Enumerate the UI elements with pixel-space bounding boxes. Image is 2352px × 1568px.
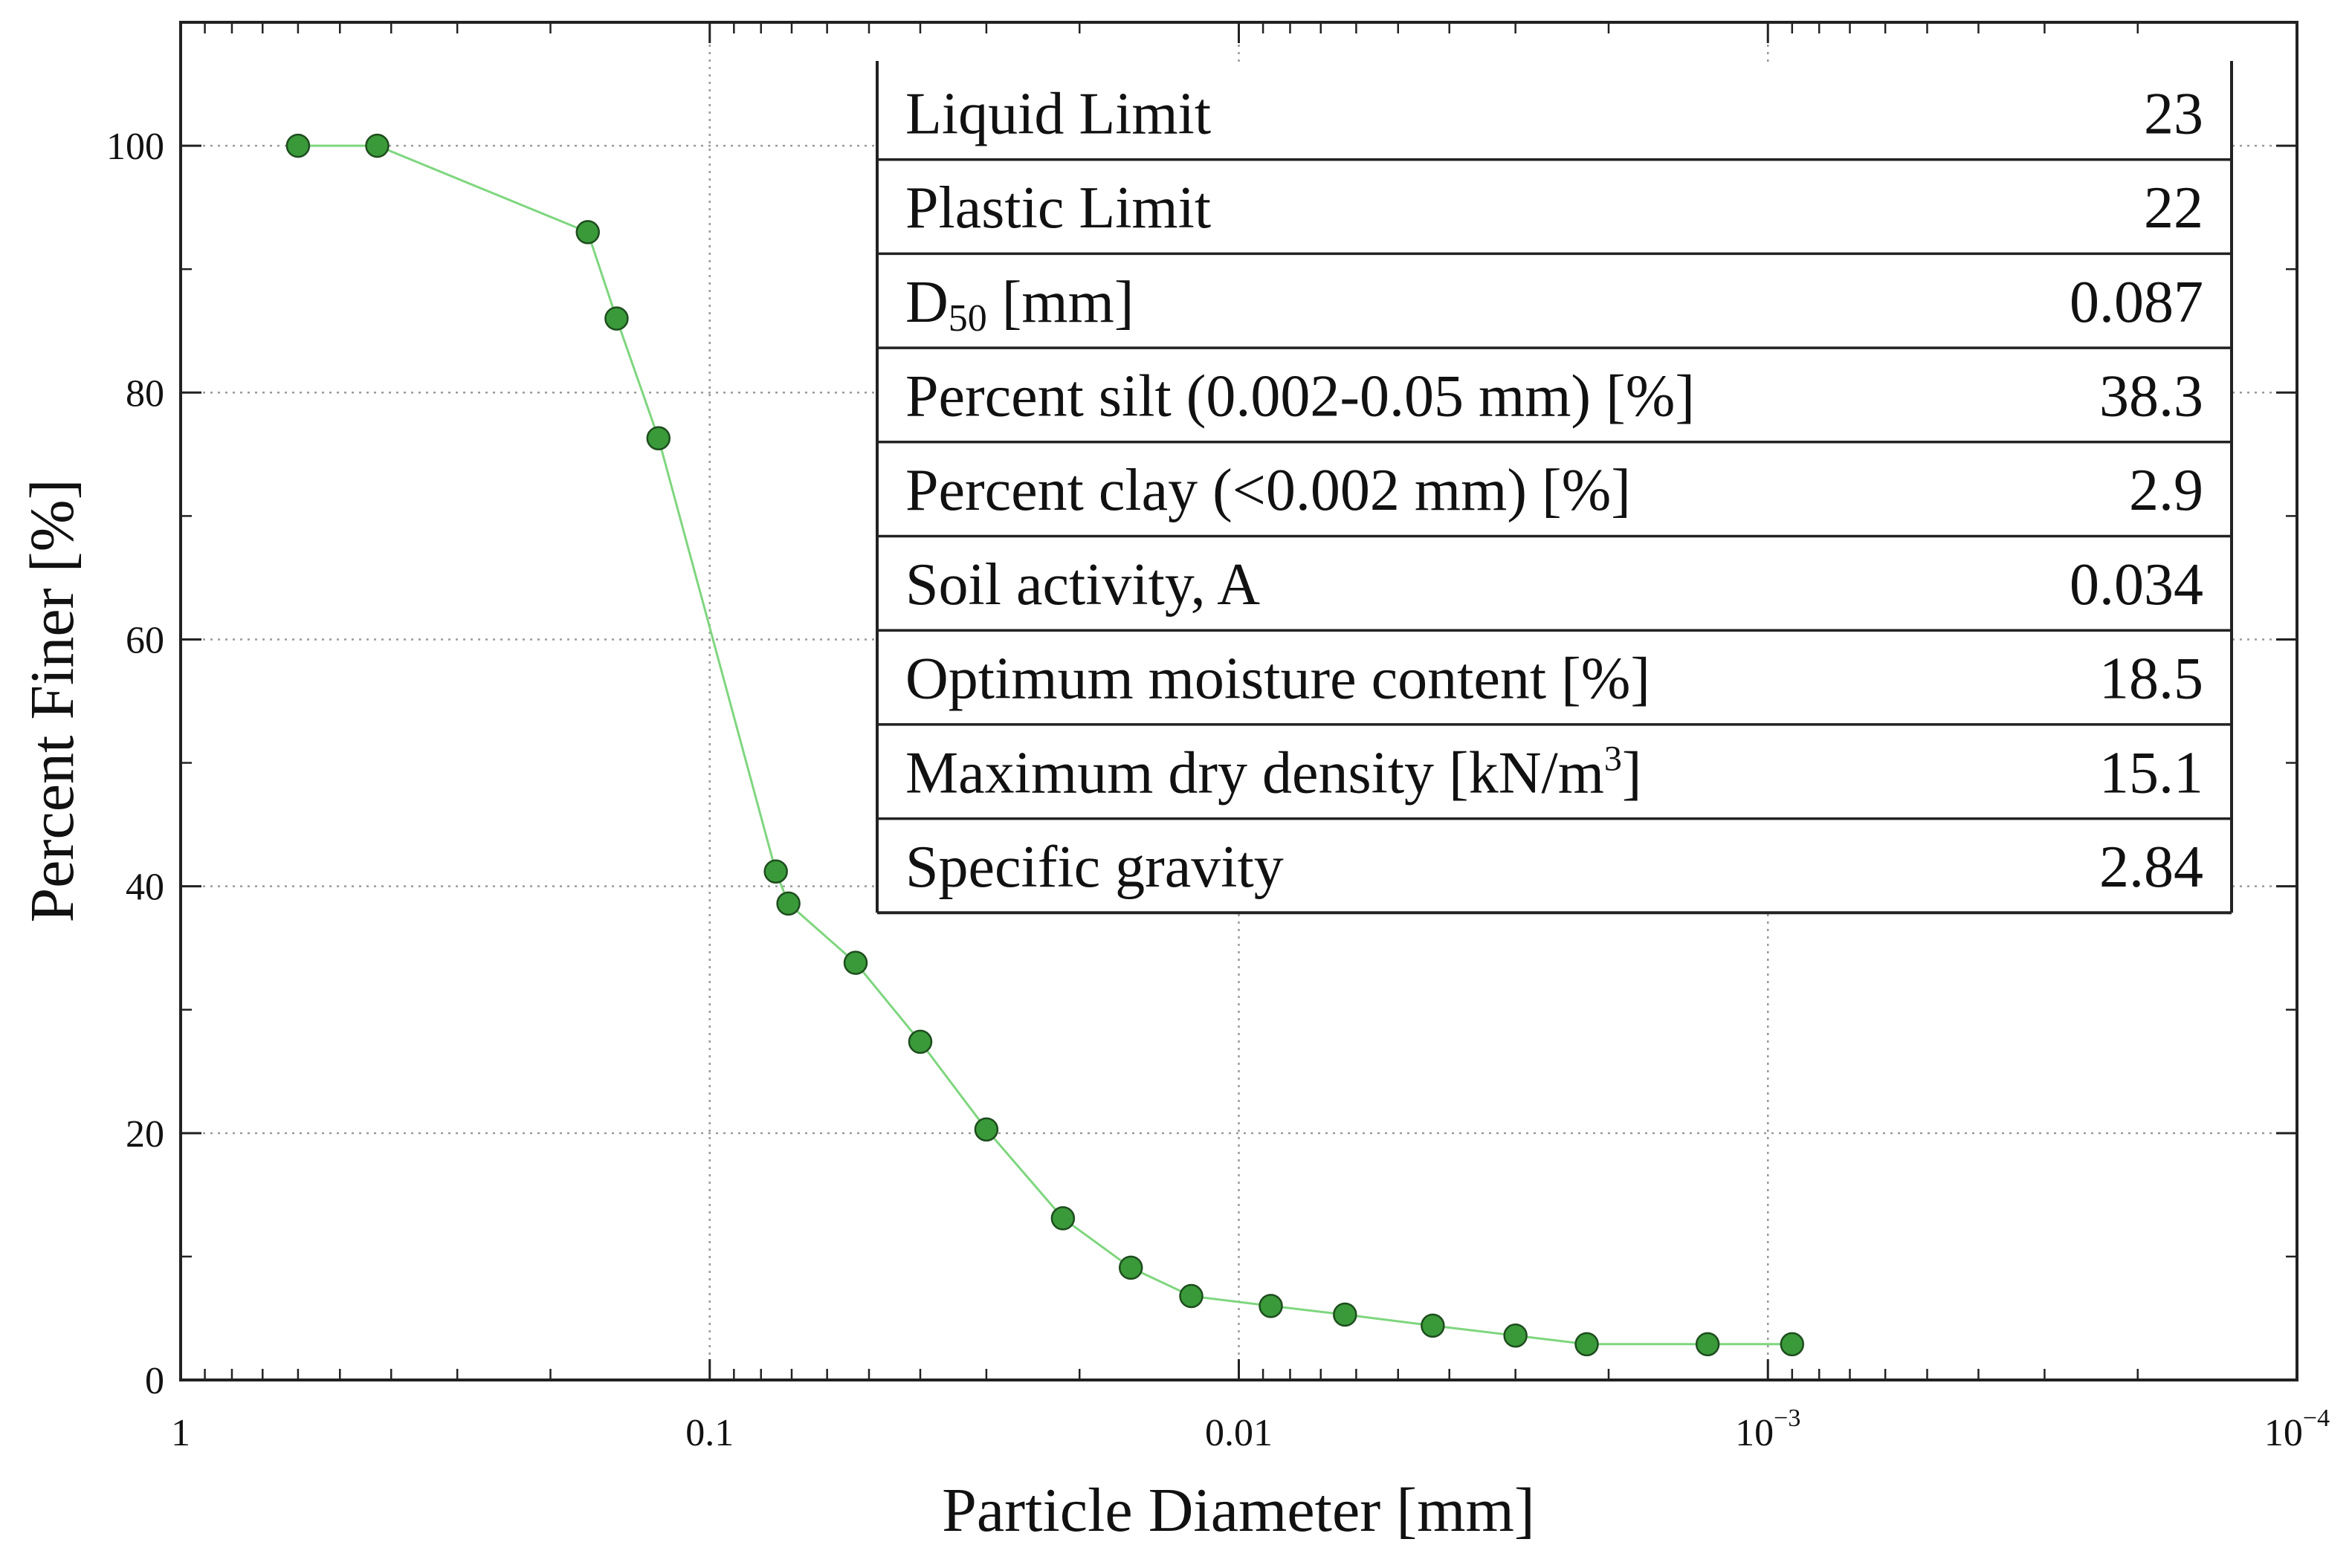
x-tick-label: 10−4 [2264,1405,2330,1454]
table-row-label: Percent clay (<0.002 mm) [%] [905,458,1631,523]
table-row-value: 23 [2144,81,2203,146]
table-row-label: Plastic Limit [905,175,1211,241]
table-row-value: 22 [2144,175,2203,241]
axis-ticks [179,22,2298,1381]
data-point [1503,1323,1528,1348]
table-row-value: 38.3 [2099,363,2203,429]
data-point [1259,1294,1283,1318]
table-label-superscript: 3 [1604,739,1622,778]
data-point [1050,1206,1076,1231]
data-point [365,133,390,158]
data-point [1574,1332,1599,1357]
data-point [285,133,311,158]
table-label-rest: [mm] [987,270,1134,335]
y-tick-label: 60 [126,619,164,661]
x-tick-exponent: −4 [2303,1405,2330,1432]
properties-table-frame [877,65,2232,913]
table-row-value: 2.9 [2129,458,2203,523]
y-tick-label: 20 [126,1113,164,1156]
data-point [763,859,788,884]
table-row-value: 0.087 [2070,270,2203,335]
data-point [1780,1332,1805,1357]
series-layer [285,133,1805,1357]
data-point [1695,1332,1720,1357]
data-point [604,306,629,331]
table-row-value: 2.84 [2099,835,2203,900]
data-point [776,891,801,916]
data-point [974,1117,999,1142]
data-point [1179,1283,1204,1309]
table-row-label: Liquid Limit [905,81,1211,146]
table-row-label: Percent silt (0.002-0.05 mm) [%] [905,363,1695,429]
series-line [297,144,1792,1346]
x-tick-exponent: −3 [1774,1405,1800,1432]
table-label-subscript: 50 [949,297,987,340]
x-tick-label: 1 [171,1412,190,1454]
table-row-label: Specific gravity [905,835,1284,900]
y-tick-label: 100 [106,126,164,168]
data-point [1118,1255,1143,1280]
x-tick-label: 0.01 [1205,1412,1273,1454]
y-axis-title: Percent Finer [%] [18,479,87,922]
data-point [1421,1313,1445,1338]
y-tick-label: 0 [145,1360,164,1402]
table-row-label: Maximum dry density [kN/m3] [905,739,1642,806]
y-tick-label: 40 [126,866,164,909]
table-row-label: D50 [mm] [905,270,1134,340]
y-tick-labels: 0 20 40 60 80 100 [106,126,164,1402]
table-label-rest: ] [1622,740,1642,806]
table-row-label: Soil activity, A [905,552,1260,618]
table-row-value: 15.1 [2099,740,2203,806]
table-row-label: Optimum moisture content [%] [905,647,1650,712]
x-tick-label: 0.1 [685,1412,734,1454]
properties-table: Liquid Limit 23 Plastic Limit 22 D50 [mm] 0.0… [876,61,2233,915]
table-row-value: 18.5 [2099,647,2203,712]
y-tick-label: 80 [126,372,164,415]
data-point [1333,1302,1357,1327]
data-point [843,950,868,975]
x-tick-labels: 1 0.1 0.01 10−3 10−4 [171,1405,2330,1454]
data-point [575,220,600,244]
table-row-value: 0.034 [2070,552,2203,618]
data-point [908,1029,933,1054]
x-axis-title: Particle Diameter [mm] [942,1476,1535,1545]
data-point [646,426,671,450]
